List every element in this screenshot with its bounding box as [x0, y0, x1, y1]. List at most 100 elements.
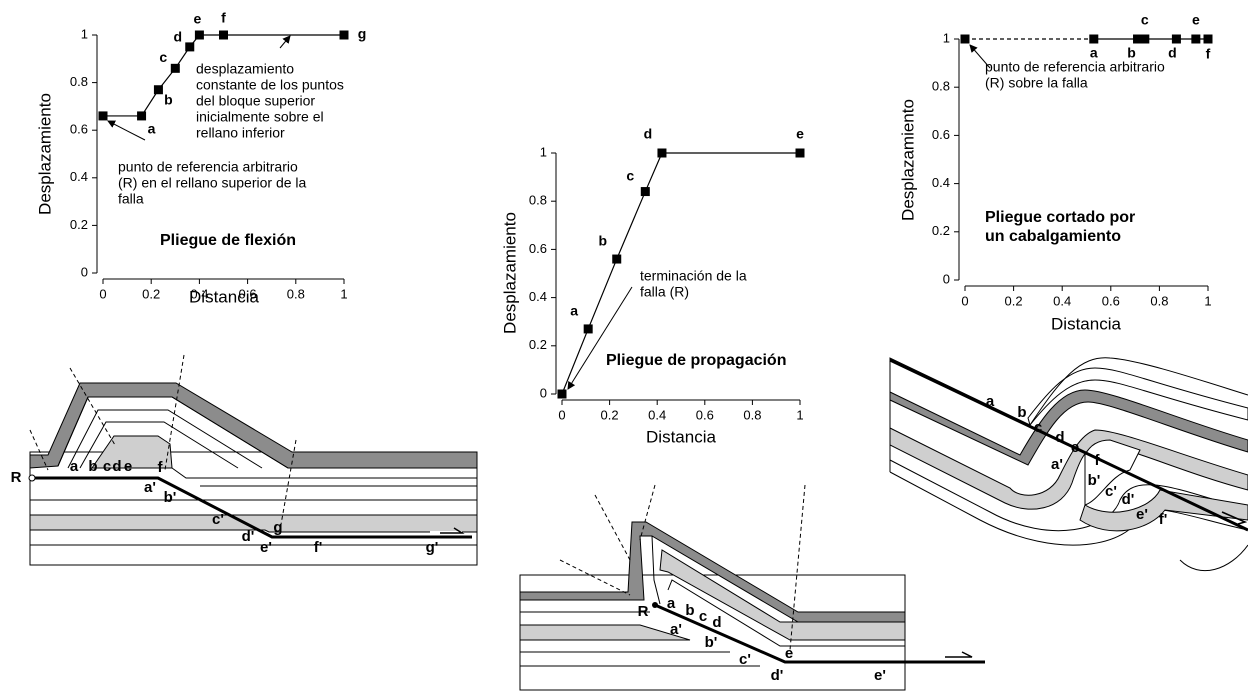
- x-tick-label: 0.6: [696, 407, 714, 422]
- x-tick-label: 0: [961, 293, 968, 308]
- chart: 0 0.2 0.4 0.6 0.8 1 0 0.2 0.4 0.6 0.8 1 Distancia Des…: [500, 126, 805, 446]
- annotation: del bloque superior: [196, 93, 315, 109]
- y-tick-label: 0.6: [932, 127, 950, 142]
- point-label: c: [159, 49, 167, 65]
- diagram-label: a': [670, 621, 682, 638]
- data-line: [561, 152, 800, 395]
- point-label: e: [194, 11, 202, 27]
- chart-title: Pliegue de flexión: [160, 232, 296, 249]
- y-axis-label: Desplazamiento: [500, 212, 519, 334]
- annotation: punto de referencia arbitrario: [118, 159, 298, 175]
- diagram-label: f: [158, 459, 164, 476]
- data-point: [960, 34, 970, 44]
- diagram-label: a': [144, 479, 156, 496]
- annotation: rellano inferior: [196, 125, 285, 141]
- chart: 0 0.2 0.4 0.6 0.8 1 0 0.2 0.4 0.6 0.8 1 Distancia Des…: [35, 10, 366, 307]
- y-axis-label: Desplazamiento: [35, 93, 54, 215]
- diagram-label: c: [699, 608, 707, 625]
- x-tick-label: 0.2: [601, 407, 619, 422]
- arrow: [107, 120, 146, 141]
- annotation: falla (R): [640, 284, 689, 300]
- y-tick-label: 0.2: [529, 337, 547, 352]
- data-point: [219, 30, 228, 40]
- y-tick-label: 0: [81, 264, 88, 279]
- diagram-label: c': [739, 651, 751, 668]
- point-label: g: [358, 26, 367, 42]
- point-label: e: [1192, 12, 1200, 28]
- diagram-label: a: [986, 393, 995, 410]
- x-tick-label: 1: [796, 407, 803, 422]
- diagram-label: b': [705, 634, 718, 651]
- point-label: c: [626, 167, 634, 183]
- y-axis-label: Desplazamiento: [898, 99, 917, 221]
- y-tick-label: 0.6: [70, 122, 88, 137]
- chart-title: Pliegue cortado por: [985, 209, 1135, 226]
- x-axis-label: Distancia: [1051, 314, 1121, 333]
- diagram-label: f': [1159, 511, 1168, 528]
- y-tick-label: 0.2: [70, 217, 88, 232]
- x-tick-label: 0.6: [1102, 293, 1120, 308]
- diagram-label: e: [1071, 439, 1079, 456]
- x-tick-label: 0.8: [743, 407, 761, 422]
- diagram-label: a: [667, 595, 676, 612]
- diagram-label: b': [164, 489, 177, 506]
- x-tick-label: 0.8: [1150, 293, 1168, 308]
- data-point: [1191, 34, 1201, 44]
- chart-title: Pliegue de propagación: [606, 352, 786, 369]
- diagram-label: e': [260, 539, 272, 556]
- data-point: [1203, 34, 1213, 44]
- data-point: [557, 389, 567, 399]
- diagram-label: b: [685, 602, 694, 619]
- diagram-label: a': [1051, 456, 1063, 473]
- diagram-label: c': [1105, 483, 1117, 500]
- x-tick-label: 1: [1204, 293, 1211, 308]
- data-point: [98, 111, 108, 121]
- data-point: [185, 42, 195, 52]
- diagram-label: c: [1034, 419, 1042, 436]
- diagram-label: e: [785, 645, 793, 662]
- data-point: [1133, 34, 1143, 44]
- data-point: [583, 324, 593, 334]
- y-tick-label: 0: [540, 385, 547, 400]
- diagram-label: d': [771, 667, 784, 684]
- x-tick-label: 0.8: [287, 286, 305, 301]
- x-axis-label: Distancia: [646, 427, 716, 446]
- diagram-propagation: [519, 484, 985, 691]
- point-label: a: [570, 303, 578, 319]
- diagram-label: b': [1088, 472, 1101, 489]
- y-tick-label: 0.2: [932, 223, 950, 238]
- diagram-label: e': [1136, 506, 1148, 523]
- diagram-label: d': [242, 528, 255, 545]
- point-label: d: [173, 29, 182, 45]
- x-tick-label: 1: [340, 286, 347, 301]
- x-tick-label: 0.2: [142, 286, 160, 301]
- point-label: a: [1090, 45, 1098, 61]
- data-point: [1089, 34, 1099, 44]
- y-tick-label: 1: [943, 30, 950, 45]
- data-point: [339, 30, 349, 40]
- point-label: a: [148, 121, 156, 137]
- annotation: desplazamiento: [196, 61, 294, 77]
- arrow: [279, 35, 291, 49]
- annotation: inicialmente sobre el: [196, 109, 324, 125]
- x-tick-label: 0: [558, 407, 565, 422]
- y-tick-label: 0.8: [70, 74, 88, 89]
- diagram-label: f': [314, 539, 323, 556]
- diagram-label: e: [124, 458, 132, 475]
- x-axis-label: Distancia: [189, 287, 259, 306]
- diagram-label: d': [1122, 491, 1135, 508]
- y-tick-label: 0.8: [529, 193, 547, 208]
- diagram-label: b: [1017, 404, 1026, 421]
- diagram-label: e': [874, 667, 886, 684]
- diagram-flexion: [28, 354, 478, 566]
- y-tick-label: 0.8: [932, 79, 950, 94]
- point-label: e: [796, 126, 804, 142]
- data-point: [612, 254, 622, 264]
- point-label: b: [164, 91, 173, 107]
- y-tick-label: 1: [540, 144, 547, 159]
- x-tick-label: 0.2: [1005, 293, 1023, 308]
- point-label: c: [1141, 12, 1149, 28]
- diagram-label: b: [88, 458, 97, 475]
- x-tick-label: 0.4: [190, 286, 208, 301]
